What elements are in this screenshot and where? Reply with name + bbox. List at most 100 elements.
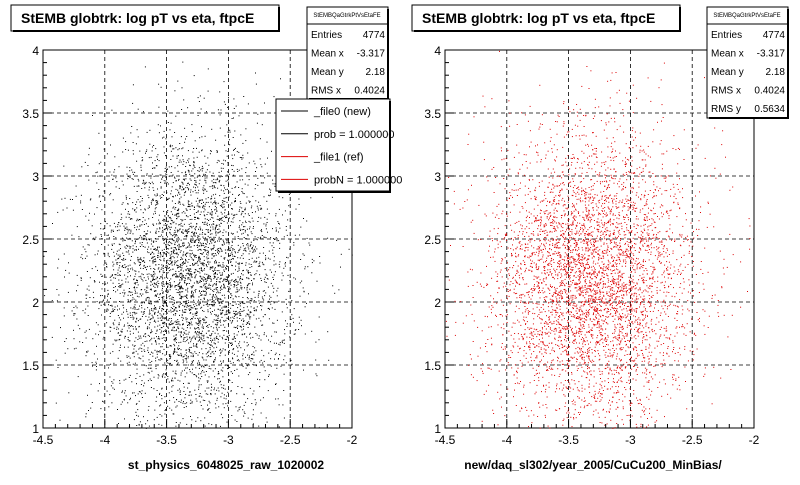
scatter-point bbox=[299, 235, 300, 236]
scatter-point bbox=[171, 318, 172, 319]
scatter-point bbox=[620, 261, 621, 262]
scatter-point bbox=[111, 175, 112, 176]
scatter-point bbox=[244, 310, 245, 311]
scatter-point bbox=[224, 201, 225, 202]
scatter-point bbox=[153, 274, 154, 275]
scatter-point bbox=[228, 97, 229, 98]
scatter-point bbox=[171, 286, 172, 287]
scatter-point bbox=[144, 351, 145, 352]
scatter-point bbox=[223, 190, 224, 191]
scatter-point bbox=[214, 305, 215, 306]
scatter-point bbox=[179, 185, 180, 186]
scatter-point bbox=[177, 156, 178, 157]
scatter-point bbox=[145, 267, 146, 268]
scatter-point bbox=[186, 352, 187, 353]
scatter-point bbox=[182, 328, 183, 329]
scatter-point bbox=[210, 353, 211, 354]
scatter-point bbox=[167, 229, 168, 230]
scatter-point bbox=[164, 300, 165, 301]
scatter-point bbox=[249, 356, 250, 357]
scatter-point bbox=[129, 377, 130, 378]
scatter-point bbox=[166, 365, 167, 366]
scatter-point bbox=[619, 153, 620, 154]
scatter-point bbox=[165, 410, 166, 411]
scatter-point bbox=[144, 187, 145, 188]
scatter-point bbox=[607, 287, 608, 288]
scatter-point bbox=[266, 417, 267, 418]
scatter-point bbox=[223, 335, 224, 336]
scatter-point bbox=[176, 289, 177, 290]
scatter-point bbox=[221, 190, 222, 191]
scatter-point bbox=[201, 286, 202, 287]
scatter-point bbox=[148, 247, 149, 248]
scatter-point bbox=[238, 359, 239, 360]
scatter-point bbox=[175, 338, 176, 339]
scatter-point bbox=[200, 229, 201, 230]
scatter-point bbox=[223, 385, 224, 386]
scatter-point bbox=[237, 317, 238, 318]
scatter-point bbox=[582, 314, 583, 315]
scatter-point bbox=[106, 311, 107, 312]
scatter-point bbox=[193, 226, 194, 227]
scatter-point bbox=[266, 282, 267, 283]
scatter-point bbox=[256, 310, 257, 311]
scatter-point bbox=[210, 213, 211, 214]
scatter-point bbox=[216, 347, 217, 348]
scatter-point bbox=[189, 172, 190, 173]
scatter-point bbox=[141, 384, 142, 385]
scatter-point bbox=[263, 237, 264, 238]
scatter-point bbox=[108, 253, 109, 254]
scatter-point bbox=[317, 281, 318, 282]
scatter-point bbox=[213, 291, 214, 292]
scatter-point bbox=[155, 232, 156, 233]
scatter-point bbox=[122, 266, 123, 267]
scatter-point bbox=[191, 180, 192, 181]
scatter-point bbox=[246, 222, 247, 223]
scatter-point bbox=[250, 226, 251, 227]
scatter-point bbox=[222, 301, 223, 302]
scatter-point bbox=[135, 307, 136, 308]
scatter-point bbox=[295, 330, 296, 331]
scatter-point bbox=[585, 145, 586, 146]
scatter-point bbox=[214, 389, 215, 390]
scatter-point bbox=[274, 260, 275, 261]
scatter-point bbox=[270, 195, 271, 196]
scatter-point bbox=[113, 287, 114, 288]
scatter-point bbox=[274, 275, 275, 276]
scatter-point bbox=[230, 308, 231, 309]
scatter-point bbox=[174, 257, 175, 258]
scatter-point bbox=[232, 382, 233, 383]
scatter-point bbox=[202, 149, 203, 150]
scatter-point bbox=[189, 383, 190, 384]
scatter-point bbox=[105, 284, 106, 285]
scatter-point bbox=[118, 258, 119, 259]
scatter-point bbox=[138, 416, 139, 417]
scatter-point bbox=[174, 303, 175, 304]
scatter-point bbox=[110, 280, 111, 281]
scatter-point bbox=[172, 304, 173, 305]
scatter-point bbox=[185, 254, 186, 255]
scatter-point bbox=[223, 362, 224, 363]
scatter-point bbox=[146, 292, 147, 293]
scatter-point bbox=[225, 104, 226, 105]
scatter-point bbox=[126, 251, 127, 252]
scatter-point bbox=[192, 259, 193, 260]
scatter-point bbox=[295, 235, 296, 236]
scatter-point bbox=[607, 222, 608, 223]
scatter-point bbox=[252, 258, 253, 259]
scatter-point bbox=[171, 330, 172, 331]
scatter-point bbox=[471, 374, 472, 375]
scatter-point bbox=[172, 214, 173, 215]
scatter-point bbox=[249, 372, 250, 373]
scatter-point bbox=[149, 182, 150, 183]
scatter-point bbox=[170, 129, 171, 130]
scatter-point bbox=[239, 315, 240, 316]
scatter-point bbox=[248, 314, 249, 315]
scatter-point bbox=[117, 306, 118, 307]
scatter-point bbox=[215, 359, 216, 360]
scatter-point bbox=[275, 264, 276, 265]
scatter-point bbox=[137, 191, 138, 192]
scatter-point bbox=[278, 344, 279, 345]
scatter-point bbox=[81, 277, 82, 278]
